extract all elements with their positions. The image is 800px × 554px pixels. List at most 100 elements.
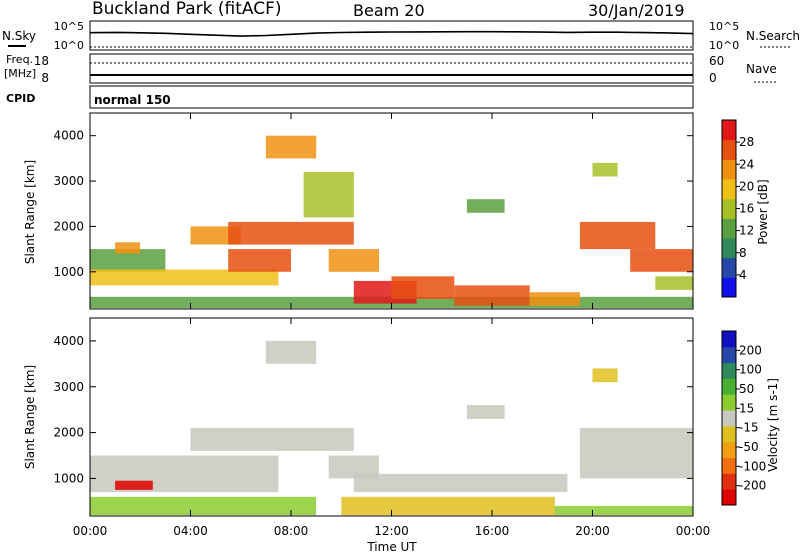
velocity-cb-tick-label-4: 15 xyxy=(739,401,754,415)
velocity-cb-tick-label-5: 50 xyxy=(739,382,754,396)
echo-region-7 xyxy=(341,496,555,516)
echo-region-7 xyxy=(265,135,317,159)
echo-region-16 xyxy=(579,221,656,250)
velocity-cb-frame xyxy=(721,330,737,506)
power-cb-swatch-8 xyxy=(722,120,736,141)
power-cb-swatch-3 xyxy=(722,218,736,239)
freq-tick-top: 18 xyxy=(34,54,49,68)
freq-label-line2: [MHz] xyxy=(4,67,36,80)
power-ytick-label-2000: 2000 xyxy=(53,219,84,233)
velocity-cb-tick-label-6: 100 xyxy=(739,363,762,377)
nsky-trace xyxy=(89,30,694,37)
nave-tick-top: 60 xyxy=(709,54,724,68)
power-cb-swatch-0 xyxy=(722,277,736,298)
cpid-panel-frame xyxy=(89,85,694,109)
power-ylabel: Slant Range [km] xyxy=(23,160,37,264)
velocity-cb-swatch-7 xyxy=(722,378,736,395)
velocity-cb-swatch-1 xyxy=(722,473,736,490)
power-colorbar-label: Power [dB] xyxy=(756,179,770,244)
echo-region-3 xyxy=(190,428,354,451)
velocity-cb-swatch-5 xyxy=(722,410,736,427)
velocity-cb-tick-label-0: -200 xyxy=(739,479,766,493)
echo-region-2 xyxy=(115,480,153,490)
noise-panel: N.Sky N.Search 10^5 10^0 10^5 10^0 xyxy=(2,20,800,52)
power-cb-tick-label-2: 12 xyxy=(739,224,754,238)
nsearch-label: N.Search xyxy=(746,29,800,43)
velocity-colorbar: -200 -100 -50 -15 15 50 100 200 xyxy=(721,330,766,506)
power-cb-tick-label-1: 8 xyxy=(739,246,747,260)
echo-region-3 xyxy=(115,242,141,254)
noise-tick-left-bottom: 10^0 xyxy=(54,39,84,52)
echo-region-6 xyxy=(228,249,291,272)
velocity-cb-tick-label-2: -50 xyxy=(739,440,759,454)
velocity-cb-swatch-9 xyxy=(722,346,736,364)
velocity-cb-swatch-10 xyxy=(722,331,736,348)
power-cb-tick-label-6: 28 xyxy=(739,135,754,149)
power-cb-tick-label-4: 20 xyxy=(739,179,754,193)
power-cb-tick-label-5: 24 xyxy=(739,157,754,171)
echo-region-5 xyxy=(228,221,354,245)
echo-region-9 xyxy=(328,249,379,272)
freq-tick-bottom: 8 xyxy=(41,71,49,85)
velocity-cb-swatch-4 xyxy=(722,425,736,443)
velocity-data xyxy=(90,340,693,516)
echo-region-8 xyxy=(554,505,693,516)
echo-region-6 xyxy=(353,473,568,493)
cpid-label: CPID xyxy=(6,92,35,105)
power-colorbar: 4 8 12 16 20 24 28 xyxy=(721,119,754,298)
noise-panel-frame xyxy=(89,20,694,51)
echo-region-1 xyxy=(90,269,279,286)
velocity-panel: 1000 2000 3000 4000 Slant Range [km] xyxy=(23,317,694,517)
echo-region-0 xyxy=(90,249,166,272)
freq-panel-frame xyxy=(89,53,694,84)
velocity-cb-swatch-3 xyxy=(722,441,736,458)
freq-panel: Freq. [MHz] 18 8 60 0 Nave xyxy=(4,53,777,85)
xtick-label-4: 16:00 xyxy=(475,524,510,538)
velocity-cb-swatch-2 xyxy=(722,457,736,474)
velocity-cb-swatch-6 xyxy=(722,394,736,411)
echo-region-10 xyxy=(466,405,505,419)
power-cb-swatch-4 xyxy=(722,198,736,219)
x-axis-ticks: 00:00 04:00 08:00 12:00 16:00 20:00 00:00 xyxy=(73,113,711,538)
echo-region-12 xyxy=(454,285,530,306)
echo-region-15 xyxy=(592,162,618,177)
power-ytick-label-1000: 1000 xyxy=(53,265,84,279)
power-ytick-label-3000: 3000 xyxy=(53,174,84,188)
echo-region-9 xyxy=(579,428,693,479)
echo-region-14 xyxy=(529,292,580,306)
velocity-ytick-label-1000: 1000 xyxy=(53,471,84,485)
xtick-label-2: 08:00 xyxy=(274,524,309,538)
xtick-label-0: 00:00 xyxy=(73,524,108,538)
echo-region-4 xyxy=(265,340,317,364)
echo-region-1 xyxy=(90,496,317,516)
velocity-colorbar-label: Velocity [m s-1] xyxy=(766,378,780,472)
power-cb-swatch-6 xyxy=(722,159,736,180)
power-cb-swatch-1 xyxy=(722,257,736,278)
power-yticks: 1000 2000 3000 4000 xyxy=(53,129,693,279)
velocity-cb-swatch-8 xyxy=(722,362,736,379)
x-axis-title: Time UT xyxy=(366,540,417,554)
velocity-ylabel: Slant Range [km] xyxy=(23,365,37,469)
power-cb-tick-label-0: 4 xyxy=(739,268,747,282)
power-cb-swatch-5 xyxy=(722,179,736,200)
noise-tick-left-top: 10^5 xyxy=(54,20,84,33)
echo-region-13 xyxy=(466,199,505,213)
echo-region-18 xyxy=(655,276,693,290)
cpid-panel: CPID normal 150 xyxy=(6,85,694,109)
nave-tick-bottom: 0 xyxy=(709,71,717,85)
power-cb-swatch-2 xyxy=(722,238,736,259)
echo-region-11 xyxy=(391,276,455,299)
power-panel: 1000 2000 3000 4000 Slant Range [km] xyxy=(23,112,694,310)
echo-region-8 xyxy=(303,172,354,218)
nave-label: Nave xyxy=(746,62,777,76)
echo-region-11 xyxy=(592,368,618,383)
noise-tick-right-bottom: 10^0 xyxy=(709,39,739,52)
xtick-label-1: 04:00 xyxy=(173,524,208,538)
power-ytick-label-4000: 4000 xyxy=(53,129,84,143)
xtick-label-6: 00:00 xyxy=(676,524,711,538)
velocity-yticks: 1000 2000 3000 4000 xyxy=(53,334,693,485)
echo-region-5 xyxy=(328,455,379,479)
power-data xyxy=(90,135,693,309)
nsky-label: N.Sky xyxy=(2,29,36,43)
